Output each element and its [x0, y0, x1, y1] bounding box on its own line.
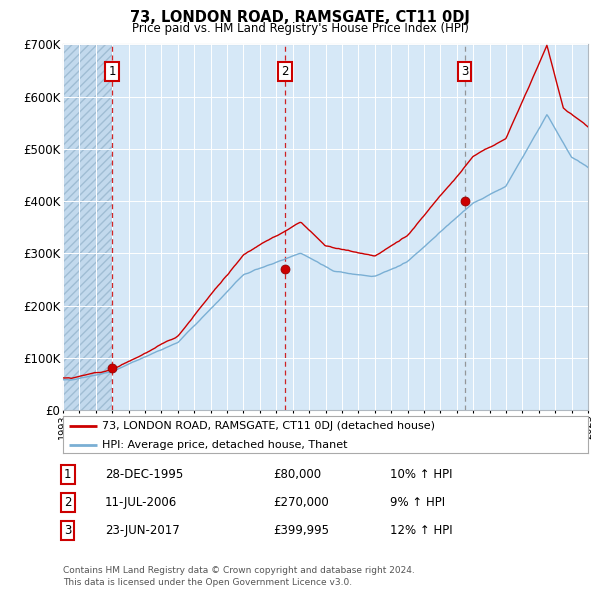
Text: £399,995: £399,995: [273, 524, 329, 537]
Text: 3: 3: [64, 524, 71, 537]
Text: 23-JUN-2017: 23-JUN-2017: [105, 524, 180, 537]
Text: Price paid vs. HM Land Registry's House Price Index (HPI): Price paid vs. HM Land Registry's House …: [131, 22, 469, 35]
Text: £270,000: £270,000: [273, 496, 329, 509]
Text: 10% ↑ HPI: 10% ↑ HPI: [390, 468, 452, 481]
Text: 12% ↑ HPI: 12% ↑ HPI: [390, 524, 452, 537]
Text: 1: 1: [109, 65, 116, 78]
Text: 73, LONDON ROAD, RAMSGATE, CT11 0DJ: 73, LONDON ROAD, RAMSGATE, CT11 0DJ: [130, 10, 470, 25]
Text: 3: 3: [461, 65, 469, 78]
Text: 11-JUL-2006: 11-JUL-2006: [105, 496, 177, 509]
Text: 28-DEC-1995: 28-DEC-1995: [105, 468, 183, 481]
Text: Contains HM Land Registry data © Crown copyright and database right 2024.
This d: Contains HM Land Registry data © Crown c…: [63, 566, 415, 587]
Text: 9% ↑ HPI: 9% ↑ HPI: [390, 496, 445, 509]
Text: 1: 1: [64, 468, 71, 481]
Bar: [63, 44, 112, 410]
Text: HPI: Average price, detached house, Thanet: HPI: Average price, detached house, Than…: [103, 440, 348, 450]
Bar: [63, 44, 112, 410]
Text: 2: 2: [281, 65, 289, 78]
Text: 73, LONDON ROAD, RAMSGATE, CT11 0DJ (detached house): 73, LONDON ROAD, RAMSGATE, CT11 0DJ (det…: [103, 421, 436, 431]
Text: £80,000: £80,000: [273, 468, 321, 481]
Text: 2: 2: [64, 496, 71, 509]
